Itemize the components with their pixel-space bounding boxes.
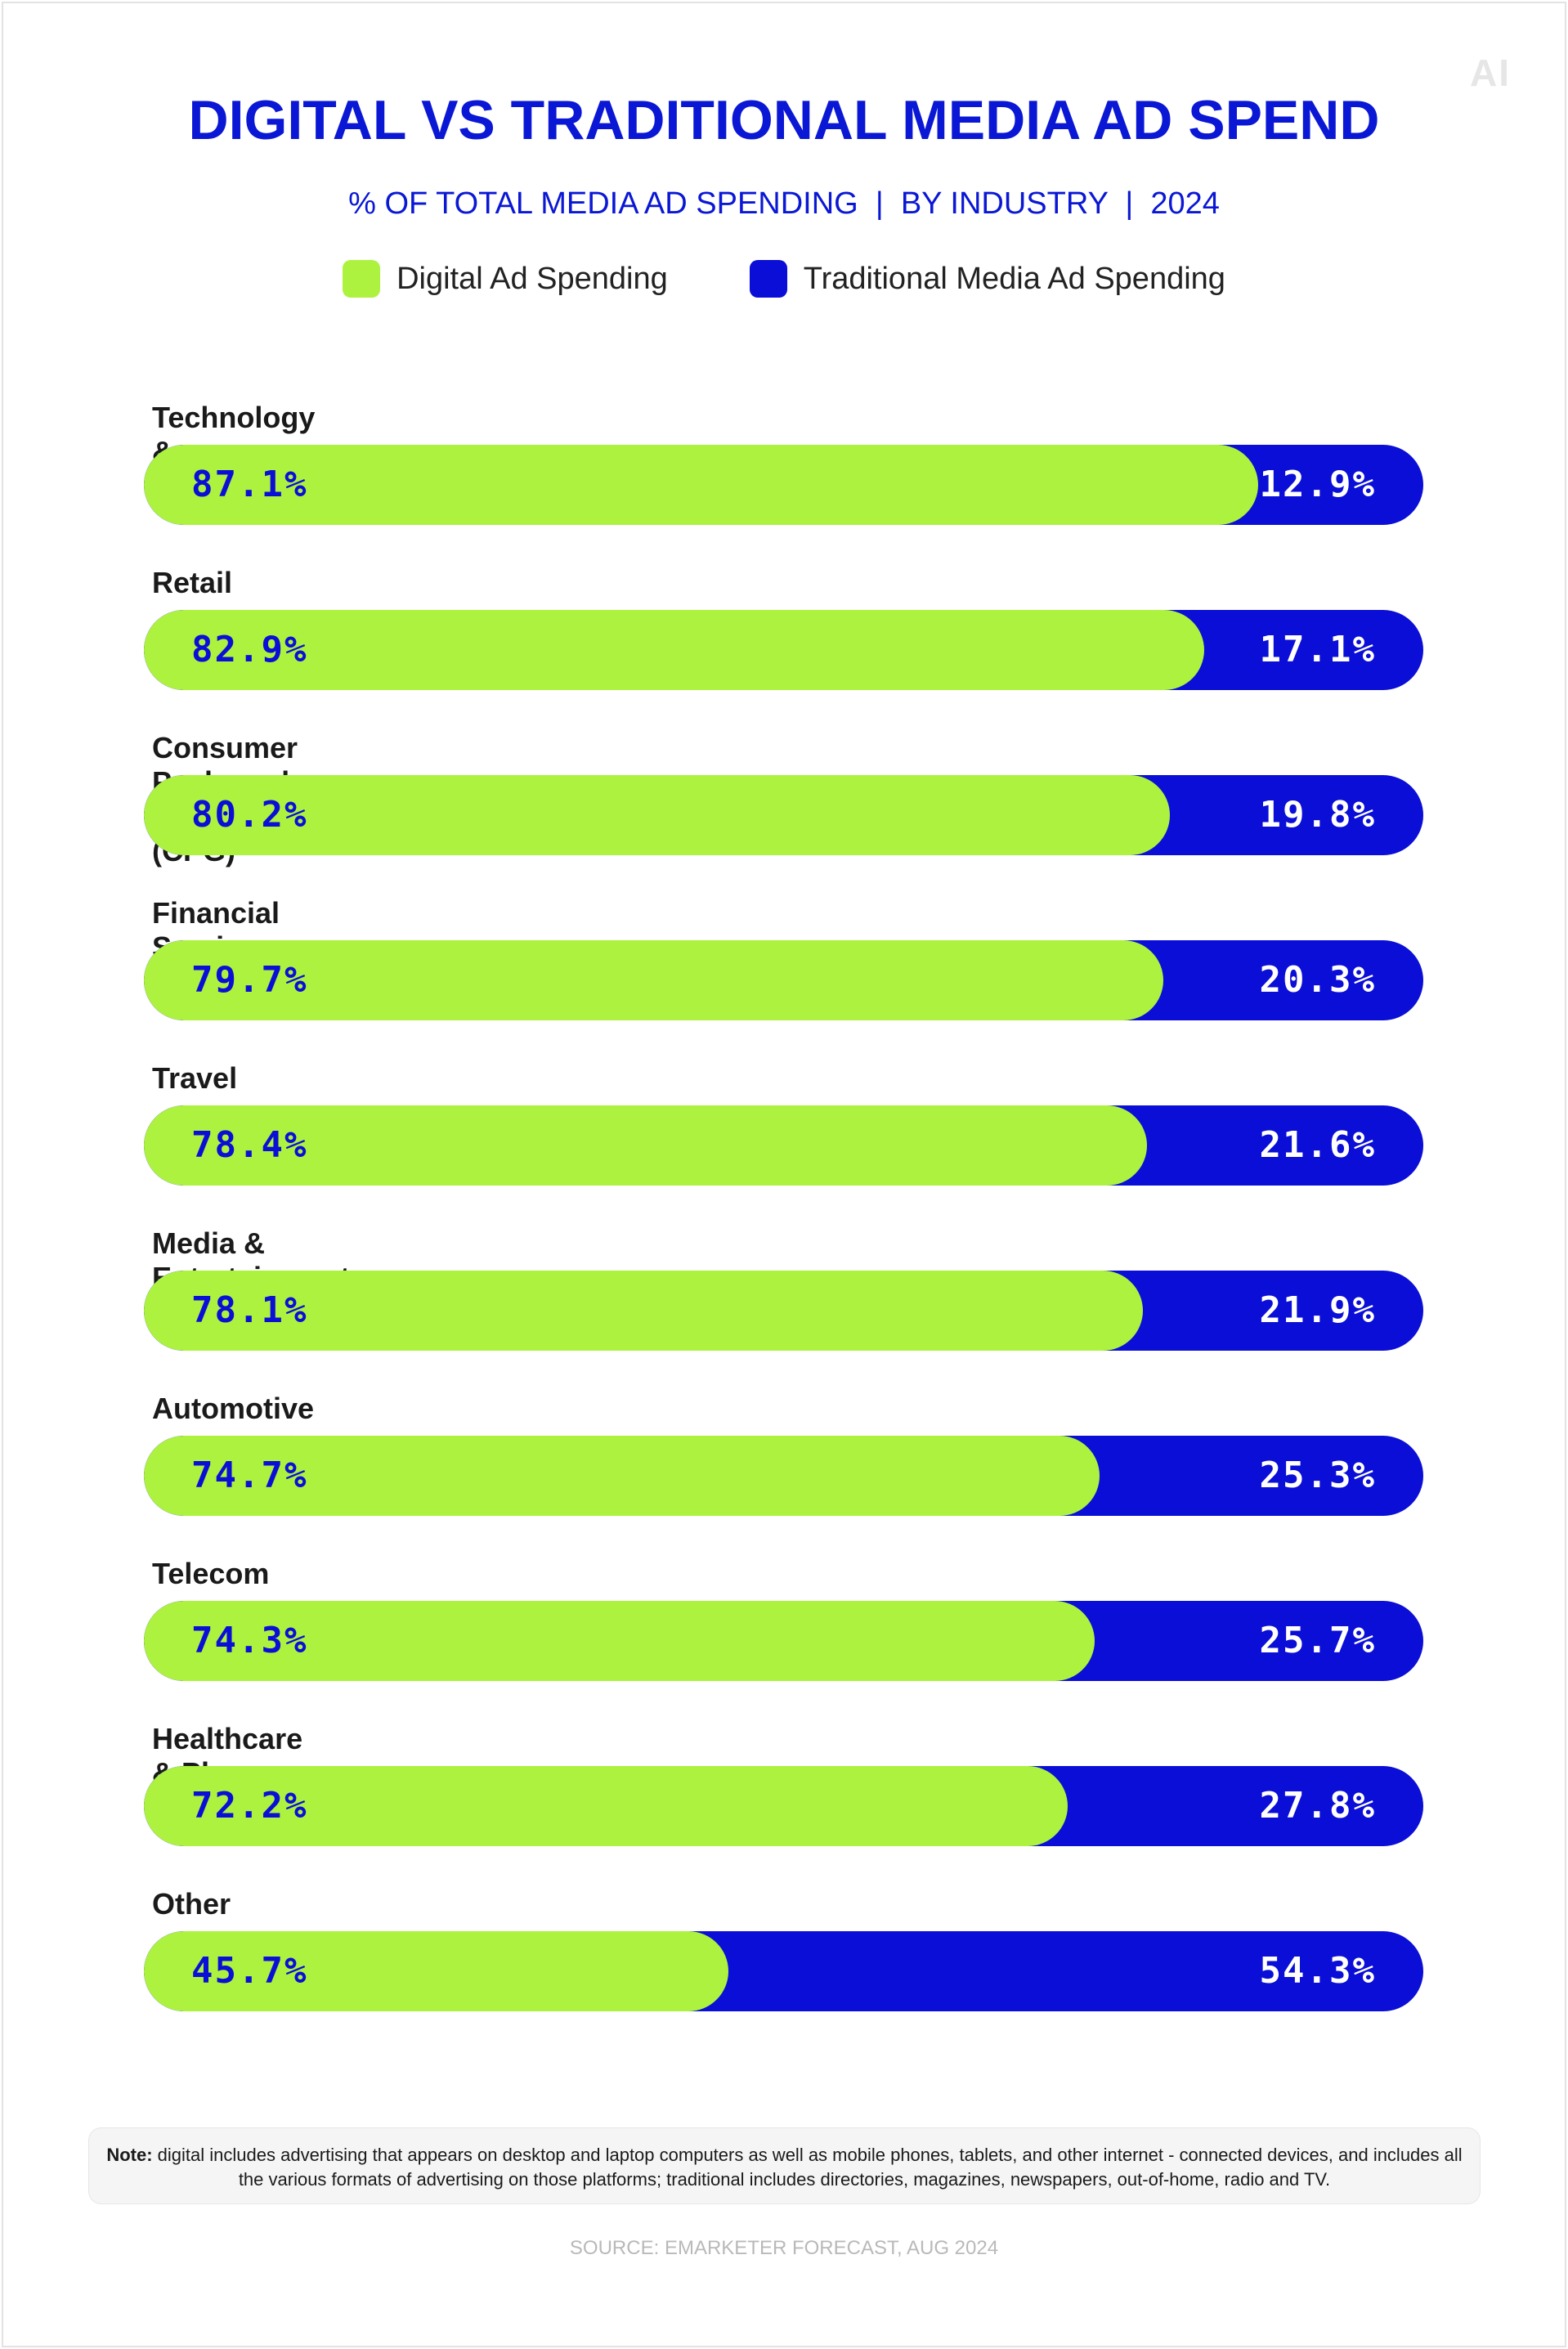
legend-swatch-traditional: [749, 260, 787, 298]
source-credit: SOURCE: EMARKETER FORECAST, AUG 2024: [569, 2237, 999, 2259]
bar-digital: [144, 1601, 1095, 1681]
category-label: Telecom: [152, 1557, 270, 1590]
bar-traditional: 80.2% 19.8%: [144, 775, 1423, 855]
chart-title: DIGITAL VS TRADITIONAL MEDIA AD SPEND: [188, 89, 1380, 151]
bar-digital: [144, 1105, 1147, 1186]
bar-digital: [144, 940, 1163, 1020]
value-label-traditional: 25.7%: [1259, 1620, 1376, 1661]
bar-traditional: 74.3% 25.7%: [144, 1601, 1423, 1681]
bar-digital: [144, 1931, 728, 2011]
brand-logo: AI: [1470, 52, 1511, 94]
bar-traditional: 78.4% 21.6%: [144, 1105, 1423, 1186]
value-label-traditional: 12.9%: [1259, 464, 1376, 505]
bar-digital: [144, 445, 1258, 525]
value-label-digital: 72.2%: [191, 1785, 308, 1827]
legend-item-traditional: Traditional Media Ad Spending: [749, 260, 1225, 298]
bar-traditional: 87.1% 12.9%: [144, 445, 1423, 525]
legend-label-digital: Digital Ad Spending: [396, 261, 668, 296]
value-label-traditional: 21.9%: [1259, 1289, 1376, 1331]
legend-swatch-digital: [343, 260, 381, 298]
bar-traditional: 74.7% 25.3%: [144, 1436, 1423, 1516]
footnote-text: digital includes advertising that appear…: [152, 2145, 1463, 2190]
chart-subtitle: % OF TOTAL MEDIA AD SPENDING | BY INDUST…: [348, 186, 1220, 221]
value-label-traditional: 19.8%: [1259, 794, 1376, 836]
value-label-traditional: 17.1%: [1259, 629, 1376, 670]
value-label-traditional: 20.3%: [1259, 959, 1376, 1001]
bar-traditional: 78.1% 21.9%: [144, 1271, 1423, 1351]
bar-digital: [144, 1271, 1143, 1351]
value-label-digital: 80.2%: [191, 794, 308, 836]
bar-digital: [144, 1766, 1068, 1846]
legend-item-digital: Digital Ad Spending: [343, 260, 668, 298]
category-label: Automotive: [152, 1392, 314, 1425]
footnote-label: Note:: [106, 2145, 153, 2165]
value-label-digital: 45.7%: [191, 1950, 308, 1992]
value-label-digital: 79.7%: [191, 959, 308, 1001]
bar-traditional: 45.7% 54.3%: [144, 1931, 1423, 2011]
bar-digital: [144, 1436, 1100, 1516]
value-label-traditional: 21.6%: [1259, 1124, 1376, 1166]
bar-digital: [144, 775, 1170, 855]
footnote: Note: digital includes advertising that …: [88, 2127, 1481, 2204]
legend-label-traditional: Traditional Media Ad Spending: [803, 261, 1225, 296]
bar-traditional: 82.9% 17.1%: [144, 610, 1423, 690]
value-label-digital: 74.7%: [191, 1455, 308, 1496]
bar-traditional: 79.7% 20.3%: [144, 940, 1423, 1020]
category-label: Travel: [152, 1061, 238, 1095]
bar-traditional: 72.2% 27.8%: [144, 1766, 1423, 1846]
value-label-traditional: 54.3%: [1259, 1950, 1376, 1992]
value-label-digital: 82.9%: [191, 629, 308, 670]
category-label: Other: [152, 1887, 231, 1921]
value-label-digital: 74.3%: [191, 1620, 308, 1661]
value-label-traditional: 27.8%: [1259, 1785, 1376, 1827]
category-label: Retail: [152, 566, 233, 599]
value-label-digital: 87.1%: [191, 464, 308, 505]
value-label-digital: 78.1%: [191, 1289, 308, 1331]
value-label-digital: 78.4%: [191, 1124, 308, 1166]
legend: Digital Ad Spending Traditional Media Ad…: [0, 260, 1568, 298]
value-label-traditional: 25.3%: [1259, 1455, 1376, 1496]
bar-digital: [144, 610, 1204, 690]
